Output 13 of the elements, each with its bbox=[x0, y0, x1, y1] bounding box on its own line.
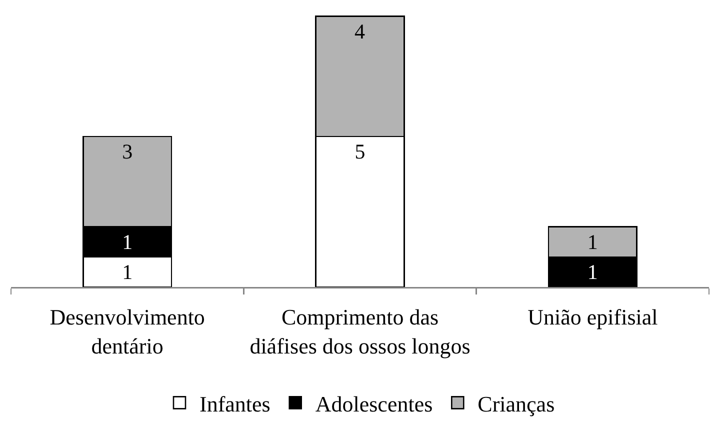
data-label: 3 bbox=[122, 140, 133, 164]
data-label: 1 bbox=[122, 260, 133, 284]
legend-label: Crianças bbox=[478, 391, 555, 416]
x-tick-label: Desenvolvimento dentário bbox=[50, 304, 205, 358]
data-label: 1 bbox=[587, 230, 598, 254]
data-label: 1 bbox=[587, 260, 598, 284]
data-label: 4 bbox=[354, 19, 366, 44]
x-tick-label: Comprimento das diáfises dos ossos longos bbox=[250, 304, 470, 358]
legend-label: Infantes bbox=[200, 391, 270, 416]
data-label: 1 bbox=[122, 230, 133, 254]
x-tick-label: União epifisial bbox=[528, 304, 658, 330]
legend-label: Adolescentes bbox=[315, 391, 433, 416]
data-label: 5 bbox=[354, 140, 366, 164]
